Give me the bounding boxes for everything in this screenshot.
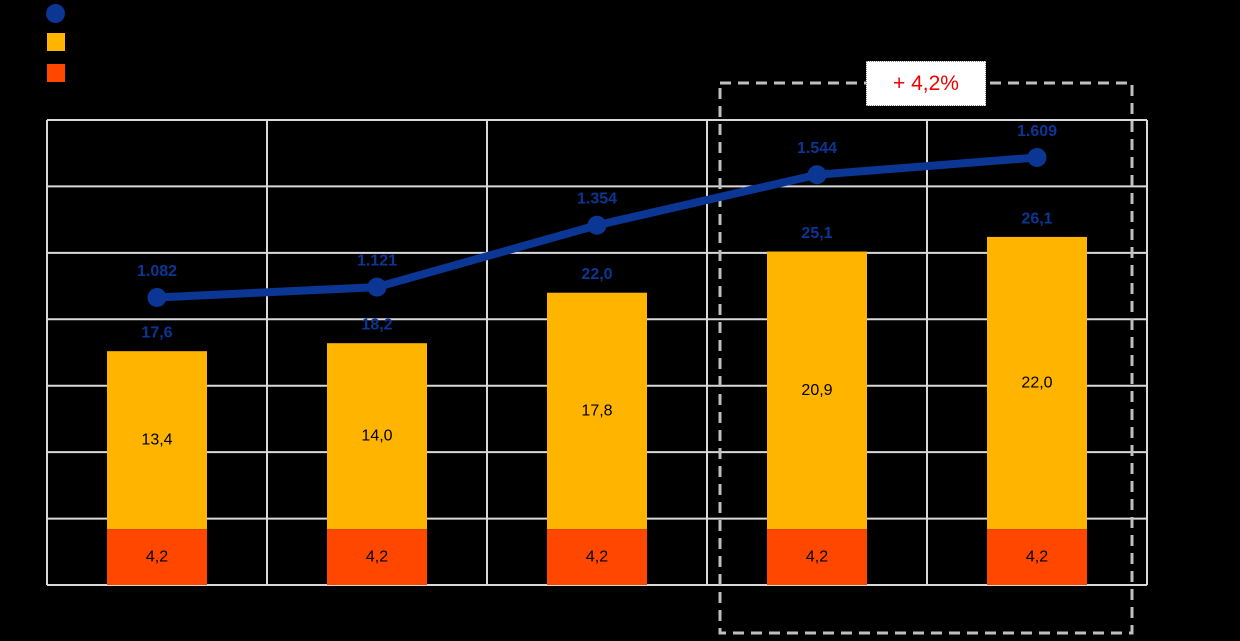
lower-segment-label: 4,2 [1026, 549, 1048, 566]
upper-segment-label: 14,0 [361, 428, 392, 445]
bar-total-label: 17,6 [141, 325, 172, 342]
lower-segment-label: 4,2 [806, 549, 828, 566]
growth-annotation: + 4,2% [866, 61, 986, 106]
line-value-label: 1.609 [1017, 123, 1057, 140]
upper-segment-marker [47, 33, 65, 51]
bar-total-label: 25,1 [801, 225, 832, 242]
upper-bar-segment [547, 292, 647, 530]
bar-total-label: 18,2 [361, 317, 392, 334]
bar-total-label: 26,1 [1021, 210, 1052, 227]
line-marker [807, 165, 827, 185]
lower-bar-segment [107, 529, 207, 585]
upper-segment-label: 13,4 [141, 432, 172, 449]
lower-bar-segment [547, 529, 647, 585]
lower-bar-segment [767, 529, 867, 585]
line-value-label: 1.082 [137, 263, 177, 280]
line-marker [147, 287, 167, 307]
upper-bar-segment [327, 343, 427, 530]
upper-bar-segment [107, 351, 207, 530]
lower-segment-label: 4,2 [366, 549, 388, 566]
line-marker [367, 277, 387, 297]
line-value-label: 1.544 [797, 140, 837, 157]
line-value-label: 1.121 [357, 253, 397, 270]
lower-segment-marker [47, 64, 65, 82]
line-marker [1027, 147, 1047, 167]
upper-segment-label: 22,0 [1021, 375, 1052, 392]
lower-bar-segment [327, 529, 427, 585]
lower-bar-segment [987, 529, 1087, 585]
upper-segment-label: 17,8 [581, 402, 612, 419]
upper-segment-label: 20,9 [801, 382, 832, 399]
line-marker [587, 215, 607, 235]
lower-segment-label: 4,2 [586, 549, 608, 566]
upper-bar-segment [767, 251, 867, 530]
upper-bar-segment [987, 236, 1087, 530]
lower-segment-label: 4,2 [146, 549, 168, 566]
bar-total-label: 22,0 [581, 266, 612, 283]
line-series-marker [46, 4, 65, 23]
line-value-label: 1.354 [577, 191, 617, 208]
